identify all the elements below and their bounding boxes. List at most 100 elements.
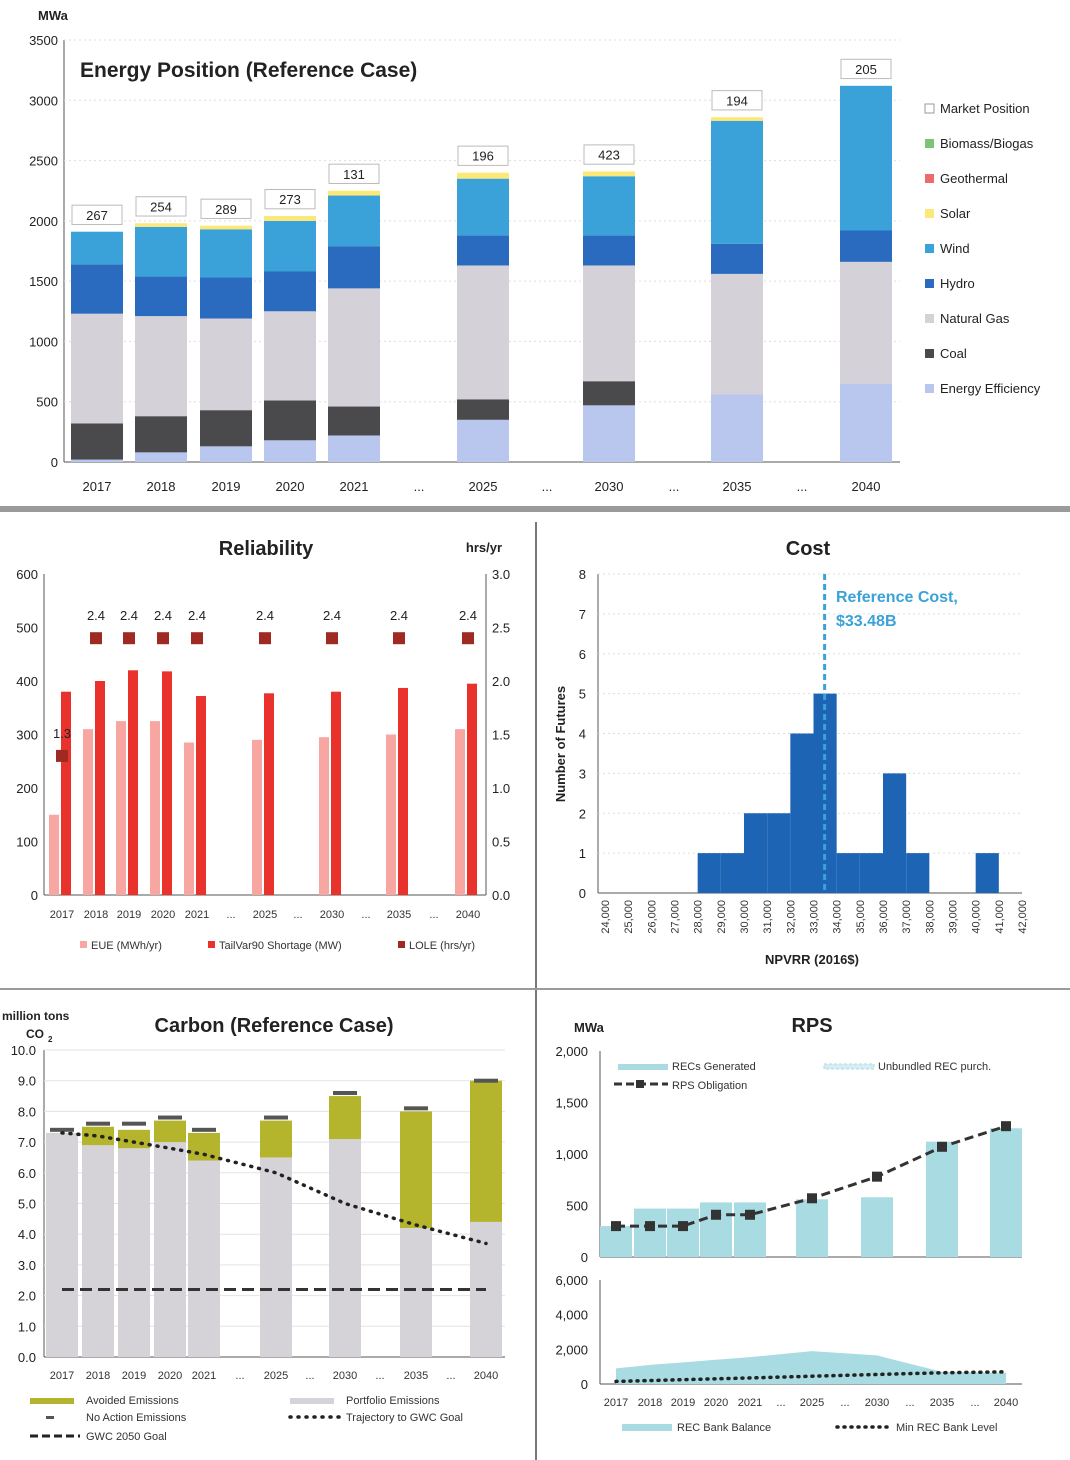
rps-bottom-legend-label: REC Bank Balance (677, 1422, 771, 1434)
avoided-emissions-bar (82, 1126, 114, 1146)
energy-bar-hydro (840, 230, 892, 262)
carbon-legend-swatch (46, 1416, 54, 1419)
energy-bar-solar (711, 117, 763, 121)
reliability-y2-tick-label: 3.0 (492, 567, 510, 582)
carbon-x-tick-label: 2019 (122, 1370, 146, 1382)
energy-bar-solar (328, 190, 380, 196)
reliability-x-tick-label: 2025 (253, 909, 277, 921)
cost-histogram-bar (697, 853, 721, 893)
carbon-y-tick-label: 7.0 (18, 1135, 36, 1150)
energy-legend-label: Biomass/Biogas (940, 136, 1034, 151)
energy-legend-label: Energy Efficiency (940, 381, 1041, 396)
energy-bar-wind (200, 229, 252, 278)
energy-x-tick-label: 2019 (212, 479, 241, 494)
energy-bar-hydro (583, 235, 635, 266)
reliability-legend-label: LOLE (hrs/yr) (409, 940, 475, 952)
tailvar90-bar (61, 691, 71, 895)
carbon-y-tick-label: 3.0 (18, 1258, 36, 1273)
energy-bar-hydro (264, 271, 316, 312)
cost-x-tick-label: 31,000 (762, 900, 774, 934)
lole-marker (123, 632, 135, 645)
lole-data-label: 2.4 (323, 608, 341, 623)
energy-axis-gap: ... (542, 479, 553, 494)
energy-bar-wind (135, 226, 187, 277)
cost-title: Cost (786, 538, 831, 560)
cost-x-tick-label: 39,000 (948, 900, 960, 934)
portfolio-emissions-bar (260, 1157, 292, 1357)
energy-x-tick-label: 2017 (83, 479, 112, 494)
carbon-legend-swatch (290, 1398, 334, 1404)
reference-cost-label: Reference Cost, (836, 589, 958, 606)
energy-bar-coal (328, 406, 380, 436)
rps-x-tick-label: 2019 (671, 1397, 695, 1409)
avoided-emissions-bar (329, 1096, 361, 1140)
cost-histogram-bar (767, 813, 791, 893)
energy-legend-swatch (925, 349, 934, 358)
lole-marker (393, 632, 405, 645)
lole-data-label: 1.3 (53, 726, 71, 741)
energy-bar-natural-gas (583, 265, 635, 382)
reliability-x-tick-label: 2019 (117, 909, 141, 921)
row-divider (0, 988, 1070, 990)
energy-bar-market-position (71, 204, 123, 225)
rps-x-tick-label: 2030 (865, 1397, 889, 1409)
energy-bar-market-position (711, 90, 763, 111)
energy-bar-natural-gas (457, 265, 509, 400)
energy-bar-market-position (457, 145, 509, 166)
cost-x-tick-label: 28,000 (693, 900, 705, 934)
avoided-emissions-bar (400, 1111, 432, 1229)
cost-x-tick-label: 37,000 (901, 900, 913, 934)
energy-bar-solar (583, 171, 635, 177)
energy-bar-solar (457, 172, 509, 179)
energy-legend-swatch (924, 103, 935, 114)
energy-bar-ee (457, 419, 509, 462)
portfolio-emissions-bar (154, 1142, 186, 1357)
energy-market-position-label: 205 (855, 62, 877, 77)
lole-marker (90, 632, 102, 645)
energy-legend-swatch (925, 384, 934, 393)
lole-data-label: 2.4 (390, 608, 408, 623)
cost-histogram-bar (859, 853, 883, 893)
energy-x-tick-label: 2030 (595, 479, 624, 494)
eue-bar (252, 739, 262, 895)
reliability-y2-tick-label: 0.5 (492, 835, 510, 850)
rps-x-tick-label: 2035 (930, 1397, 954, 1409)
energy-x-tick-label: 2025 (469, 479, 498, 494)
rec-bank-balance-area (616, 1351, 1006, 1384)
energy-bar-ee (71, 459, 123, 462)
tailvar90-bar (95, 681, 105, 895)
carbon-x-tick-label: 2017 (50, 1370, 74, 1382)
reliability-x-tick-label: 2021 (185, 909, 209, 921)
rps-obligation-marker (745, 1209, 755, 1220)
carbon-y-tick-label: 10.0 (11, 1043, 36, 1058)
carbon-y-tick-label: 4.0 (18, 1227, 36, 1242)
tailvar90-bar (467, 683, 477, 895)
cost-histogram-bar (975, 853, 999, 893)
energy-legend-swatch (925, 279, 934, 288)
carbon-x-tick-label: 2035 (404, 1370, 428, 1382)
reliability-y-tick-label: 100 (16, 835, 38, 850)
cost-x-tick-label: 35,000 (855, 900, 867, 934)
energy-y-tick-label: 500 (36, 395, 58, 410)
energy-bar-hydro (71, 264, 123, 314)
eue-bar (386, 734, 396, 895)
energy-market-position-label: 254 (150, 199, 172, 214)
reliability-x-tick-label: 2030 (320, 909, 344, 921)
carbon-unit-subscript: 2 (48, 1035, 53, 1044)
carbon-x-tick-label: 2021 (192, 1370, 216, 1382)
rps-legend-label: RPS Obligation (672, 1080, 747, 1092)
rps-x-tick-label: 2025 (800, 1397, 824, 1409)
eue-bar (49, 814, 59, 895)
rps-obligation-marker (645, 1221, 655, 1232)
energy-legend-swatch (925, 209, 934, 218)
energy-bar-ee (264, 440, 316, 462)
cost-y-tick-label: 3 (579, 766, 586, 781)
energy-bar-solar (135, 223, 187, 227)
recs-generated-bar (861, 1197, 893, 1257)
energy-bar-wind (711, 120, 763, 244)
reliability-x-tick-label: 2020 (151, 909, 175, 921)
rps-bottom-y-tick-label: 6,000 (555, 1273, 588, 1288)
reliability-axis-gap: ... (361, 909, 370, 921)
portfolio-emissions-bar (400, 1228, 432, 1357)
energy-legend-label: Market Position (940, 101, 1030, 116)
